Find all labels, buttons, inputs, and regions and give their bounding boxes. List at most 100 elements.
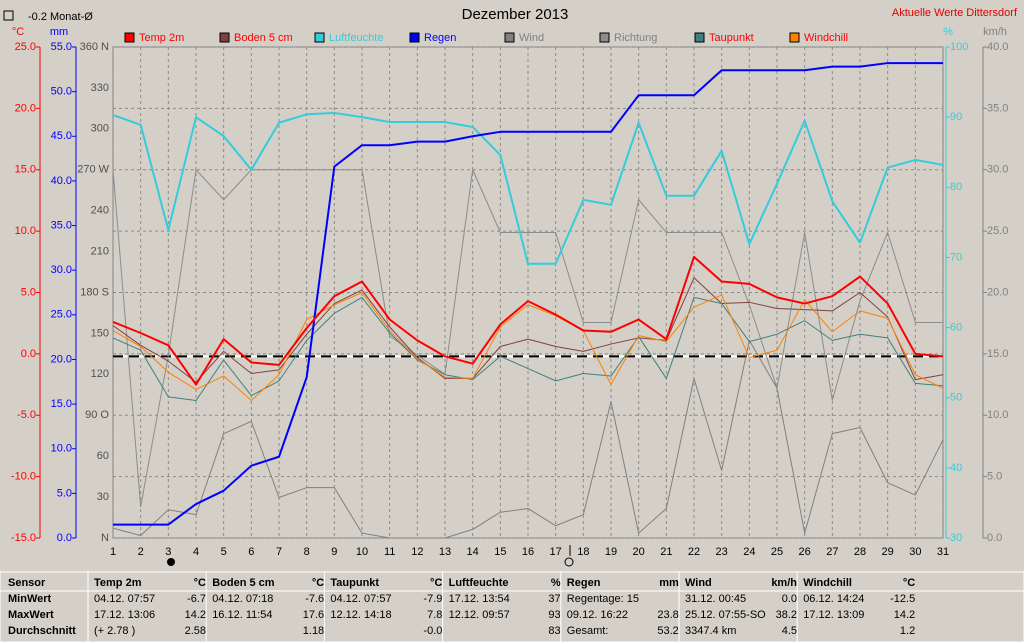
- x-tick-label: 20: [633, 546, 645, 558]
- x-tick-label: 22: [688, 546, 700, 558]
- x-tick-label: 7: [276, 546, 282, 558]
- y3-tick-label: 330: [91, 82, 109, 94]
- stats-column-unit: °C: [903, 577, 915, 589]
- legend-swatch: [694, 32, 705, 43]
- y-tick-label: 10.0: [15, 225, 36, 237]
- stats-column-title: Luftfeuchte: [449, 577, 509, 589]
- x-tick-label: 1: [110, 546, 116, 558]
- y5-tick-label: 10.0: [987, 409, 1008, 421]
- stats-header: Sensor: [8, 577, 46, 589]
- y4-tick-label: 100: [950, 41, 968, 53]
- mean-checkbox[interactable]: [3, 10, 14, 21]
- chart-title: Dezember 2013: [462, 6, 569, 23]
- mean-label: Monat-Ø: [50, 11, 93, 23]
- stats-note: Regentage: 15: [567, 593, 639, 605]
- y2-tick-label: 5.0: [57, 487, 72, 499]
- series-line: [113, 62, 943, 526]
- y4-axis-title: %: [943, 26, 953, 38]
- x-tick-label: 13: [439, 546, 451, 558]
- stats-row-label: MinWert: [8, 593, 52, 605]
- x-tick-label: 19: [605, 546, 617, 558]
- y3-tick-label: 150: [91, 327, 109, 339]
- y-tick-label: 25.0: [15, 41, 36, 53]
- y2-tick-label: 10.0: [51, 443, 72, 455]
- x-tick-label: 28: [854, 546, 866, 558]
- stats-value: -6.7: [187, 593, 206, 605]
- y5-tick-label: 30.0: [987, 164, 1008, 176]
- stats-note: 16.12. 11:54: [212, 609, 272, 621]
- y2-tick-label: 25.0: [51, 309, 72, 321]
- x-tick-label: 18: [577, 546, 589, 558]
- y-tick-label: 15.0: [15, 164, 36, 176]
- x-tick-label: 3: [165, 546, 171, 558]
- y2-axis-title: mm: [50, 26, 68, 38]
- legend-swatch: [219, 32, 230, 43]
- stats-note: 3347.4 km: [685, 625, 736, 637]
- x-tick-label: 6: [248, 546, 254, 558]
- stats-value: 7.8: [427, 609, 442, 621]
- stats-value: 1.2: [900, 625, 915, 637]
- y2-tick-label: 30.0: [51, 264, 72, 276]
- y5-tick-label: 25.0: [987, 225, 1008, 237]
- mean-value: -0.2: [28, 11, 47, 23]
- y2-tick-label: 55.0: [51, 41, 72, 53]
- y-tick-label: 20.0: [15, 102, 36, 114]
- x-tick-label: 12: [411, 546, 423, 558]
- stats-value: 2.58: [185, 625, 206, 637]
- y-tick-label: -15.0: [11, 532, 36, 544]
- legend-label: Windchill: [804, 32, 848, 44]
- legend-swatch: [409, 32, 420, 43]
- y2-tick-label: 50.0: [51, 86, 72, 98]
- y5-tick-label: 35.0: [987, 102, 1008, 114]
- legend-swatch: [124, 32, 135, 43]
- stats-column-unit: °C: [194, 577, 206, 589]
- y3-tick-label: 60: [97, 450, 109, 462]
- stats-column-unit: km/h: [771, 577, 797, 589]
- stats-value: -0.0: [423, 625, 442, 637]
- stats-row-label: Durchschnitt: [8, 625, 76, 637]
- y4-tick-label: 90: [950, 111, 962, 123]
- stats-note: 06.12. 14:24: [803, 593, 864, 605]
- y3-tick-label: 300: [91, 123, 109, 135]
- x-tick-label: 24: [743, 546, 755, 558]
- y2-tick-label: 40.0: [51, 175, 72, 187]
- x-tick-label: 8: [304, 546, 310, 558]
- y-tick-label: -10.0: [11, 471, 36, 483]
- y5-tick-label: 15.0: [987, 348, 1008, 360]
- stats-value: 14.2: [894, 609, 915, 621]
- legend-swatch: [314, 32, 325, 43]
- y-axis-title: °C: [12, 26, 24, 38]
- y2-tick-label: 45.0: [51, 130, 72, 142]
- stats-note: 17.12. 13:06: [94, 609, 155, 621]
- y5-tick-label: 20.0: [987, 286, 1008, 298]
- y2-tick-label: 15.0: [51, 398, 72, 410]
- x-tick-label: 21: [660, 546, 672, 558]
- legend-label: Wind: [519, 32, 544, 44]
- y4-tick-label: 60: [950, 321, 962, 333]
- y-tick-label: -5.0: [17, 409, 36, 421]
- series-line: [112, 339, 944, 539]
- y3-tick-label: 270 W: [77, 164, 109, 176]
- y3-tick-label: 120: [91, 368, 109, 380]
- x-tick-label: 10: [356, 546, 368, 558]
- x-tick-label: 4: [193, 546, 199, 558]
- stats-column-title: Boden 5 cm: [212, 577, 275, 589]
- series-line: [112, 296, 944, 402]
- y3-tick-label: 210: [91, 245, 109, 257]
- station-label: Aktuelle Werte Dittersdorf: [892, 7, 1018, 19]
- series-line: [112, 255, 944, 386]
- y4-tick-label: 70: [950, 251, 962, 263]
- legend-swatch: [504, 32, 515, 43]
- y3-tick-label: 30: [97, 491, 109, 503]
- stats-note: 09.12. 16:22: [567, 609, 628, 621]
- stats-column-unit: °C: [430, 577, 442, 589]
- x-tick-label: 25: [771, 546, 783, 558]
- x-tick-label: 29: [882, 546, 894, 558]
- series-line: [112, 277, 944, 383]
- stats-note: 25.12. 07:55-SO: [685, 609, 766, 621]
- x-tick-label: 2: [138, 546, 144, 558]
- stats-note: 04.12. 07:57: [94, 593, 155, 605]
- stats-row-label: MaxWert: [8, 609, 54, 621]
- stats-note: 31.12. 00:45: [685, 593, 746, 605]
- stats-note: 12.12. 14:18: [330, 609, 391, 621]
